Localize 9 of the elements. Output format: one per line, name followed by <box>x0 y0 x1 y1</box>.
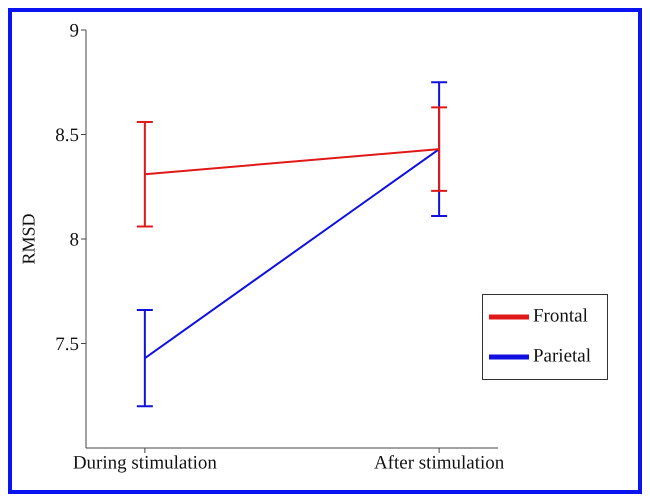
y-tick-label: 9 <box>70 20 79 42</box>
y-tick-label: 8.5 <box>55 125 79 146</box>
y-axis-title: RMSD <box>18 213 38 265</box>
legend-label: Frontal <box>532 305 588 326</box>
y-tick-label: 8 <box>70 230 79 251</box>
y-tick-label: 7.5 <box>55 334 79 356</box>
x-tick-label: After stimulation <box>374 452 505 474</box>
x-tick-label: During stimulation <box>72 452 218 474</box>
legend-label: Parietal <box>532 345 591 366</box>
